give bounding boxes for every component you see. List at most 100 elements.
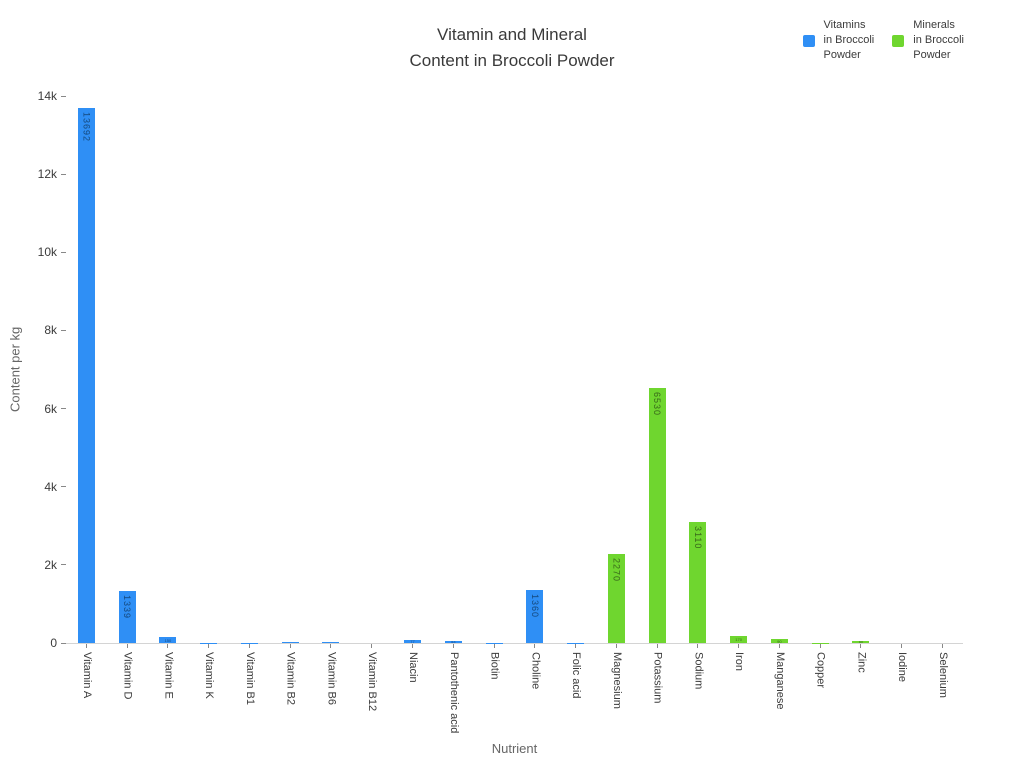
x-tick-label: Copper [814, 652, 827, 689]
bar-vitamin-b2[interactable] [281, 642, 299, 643]
y-tick-label: 0 [50, 636, 57, 650]
x-tick-label: Vitamin E [162, 652, 175, 699]
x-tick-mark [697, 644, 699, 648]
y-tick-mark [61, 408, 66, 410]
y-tick-label: 8k [44, 323, 57, 338]
x-tick-mark [656, 644, 658, 648]
y-tick-label: 6k [44, 401, 57, 416]
bar-potassium[interactable]: 6530 [648, 387, 666, 643]
bar-value-label: 13692 [81, 112, 92, 143]
bar-value-label: 2270 [611, 558, 622, 583]
y-tick-mark [61, 642, 66, 644]
legend-item-minerals[interactable]: Minerals in Broccoli Powder [892, 18, 964, 63]
legend-label-vitamins: Vitamins in Broccoli Powder [823, 19, 875, 61]
x-tick-label: Vitamin B1 [243, 652, 256, 705]
x-tick-mark [493, 644, 495, 648]
x-tick-mark [534, 644, 536, 648]
x-tick-label: Sodium [692, 652, 705, 690]
bar-value-label: 170 [735, 637, 742, 643]
legend: Vitamins in Broccoli Powder Minerals in … [802, 18, 964, 63]
bar-value-label: 6530 [652, 391, 663, 416]
x-tick-mark [371, 644, 373, 648]
x-tick-label: Zinc [855, 652, 868, 673]
x-tick-mark [330, 644, 332, 648]
x-tick-mark [289, 644, 291, 648]
x-tick-label: Vitamin B6 [325, 652, 338, 705]
bars-row: 13692 1339 150 77 53 1360 2270 6530 3110 170 90 60 [66, 96, 963, 643]
x-tick-mark [941, 644, 943, 648]
bar-zinc[interactable]: 60 [852, 640, 870, 643]
bar-vitamin-d[interactable]: 1339 [118, 590, 136, 643]
bar-sodium[interactable]: 3110 [689, 521, 707, 643]
y-tick-label: 12k [37, 167, 57, 182]
x-tick-label: Vitamin K [203, 652, 216, 699]
x-tick-label: Magnesium [610, 652, 623, 709]
minerals-swatch-icon [892, 34, 905, 47]
y-tick-mark [61, 329, 66, 331]
x-tick-label: Manganese [773, 652, 786, 710]
x-tick-mark [126, 644, 128, 648]
x-tick-label: Vitamin A [80, 652, 93, 699]
y-tick-label: 14k [37, 89, 57, 103]
bar-value-label: 1339 [122, 594, 133, 619]
bar-pantothenic-acid[interactable]: 53 [444, 640, 462, 643]
x-tick-mark [615, 644, 617, 648]
x-tick-mark [85, 644, 87, 648]
x-tick-label: Iodine [896, 652, 909, 682]
x-tick-label: Niacin [407, 652, 419, 683]
bar-niacin[interactable]: 77 [404, 640, 421, 643]
bar-value-label: 90 [777, 639, 782, 643]
bar-vitamin-b6[interactable] [322, 642, 340, 643]
x-tick-mark [860, 644, 862, 648]
bar-value-label: 53 [445, 641, 462, 643]
x-tick-label: Vitamin D [121, 652, 134, 700]
bar-value-label: 1360 [529, 593, 540, 618]
x-tick-label: Biotin [488, 652, 501, 680]
vitamins-swatch-icon [802, 34, 815, 47]
legend-item-vitamins[interactable]: Vitamins in Broccoli Powder [802, 18, 875, 63]
bar-choline[interactable]: 1360 [526, 589, 544, 643]
x-tick-mark [901, 644, 903, 648]
bar-value-label: 3110 [692, 525, 703, 549]
y-tick-mark [61, 95, 66, 97]
y-axis: 0 2k 4k 6k 8k 10k 12k 14k [0, 89, 66, 650]
x-tick-mark [412, 644, 413, 648]
y-tick-label: 4k [44, 479, 57, 494]
x-tick-mark [819, 644, 821, 648]
y-tick-mark [61, 251, 66, 253]
bar-vitamin-e[interactable]: 150 [159, 637, 177, 643]
x-tick-mark [738, 644, 740, 648]
x-tick-label: Vitamin B12 [366, 652, 379, 712]
y-tick-label: 2k [44, 557, 57, 572]
bar-value-label: 77 [410, 640, 415, 643]
x-tick-label: Potassium [651, 652, 664, 704]
y-tick-mark [61, 173, 66, 175]
bar-manganese[interactable]: 90 [770, 639, 788, 643]
bar-magnesium[interactable]: 2270 [607, 554, 625, 643]
x-axis-labels: Vitamin A Vitamin D Vitamin E Vitamin K Vita… [66, 644, 963, 733]
x-tick-mark [575, 644, 577, 648]
x-tick-mark [248, 644, 250, 648]
bar-value-label: 150 [164, 637, 172, 643]
x-tick-label: Iron [733, 652, 746, 671]
plot-area: 13692 1339 150 77 53 1360 2270 6530 3110 170 90 60 [66, 96, 963, 644]
y-tick-mark [61, 564, 66, 566]
chart-title: Vitamin and Mineral Content in Broccoli … [409, 25, 615, 70]
y-tick-mark [61, 486, 66, 488]
bar-value-label: 60 [852, 641, 869, 643]
legend-label-minerals: Minerals in Broccoli Powder [913, 19, 964, 61]
x-axis-title: Nutrient [491, 741, 538, 756]
x-tick-label: Selenium [936, 652, 949, 698]
x-tick-mark [208, 644, 210, 648]
x-tick-label: Choline [529, 652, 542, 690]
x-tick-mark [167, 644, 169, 648]
x-tick-label: Pantothenic acid [447, 652, 460, 734]
x-tick-mark [452, 644, 454, 648]
bar-iron[interactable]: 170 [730, 636, 748, 643]
x-tick-label: Folic acid [570, 652, 583, 699]
bar-vitamin-a[interactable]: 13692 [77, 108, 95, 643]
y-tick-label: 10k [37, 245, 57, 260]
x-tick-label: Vitamin B2 [284, 652, 297, 705]
x-tick-mark [778, 644, 780, 648]
